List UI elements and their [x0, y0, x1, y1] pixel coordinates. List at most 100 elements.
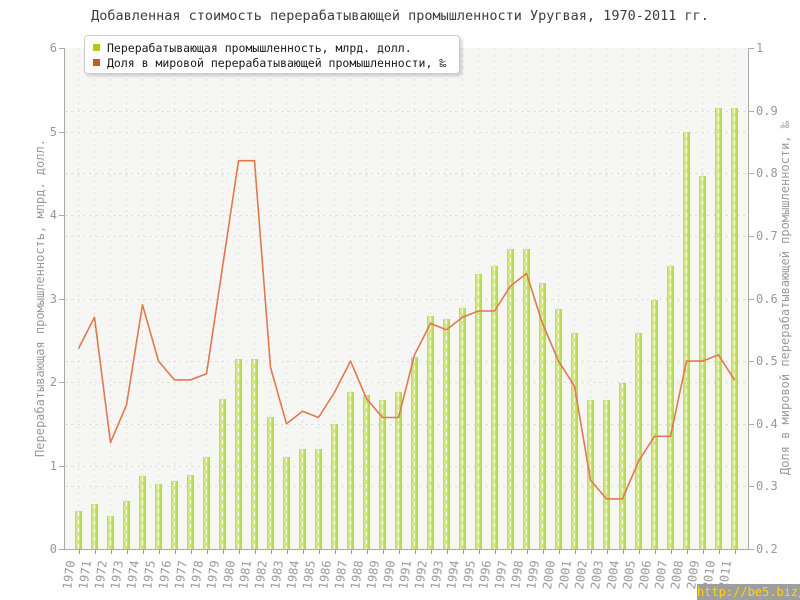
right-axis-tick: [749, 486, 754, 488]
x-tick-label: 1974: [123, 559, 142, 591]
right-axis-tick-label: 0.6: [756, 291, 778, 306]
legend-item-manufacturing: Перерабатывающая промышленность, млрд. д…: [93, 40, 451, 55]
right-axis-tick: [749, 549, 754, 550]
x-tick: [174, 550, 176, 554]
right-axis-tick: [749, 235, 754, 237]
bar-1995: [475, 274, 482, 549]
x-tick: [94, 550, 96, 554]
x-tick: [446, 550, 448, 554]
bar-1971: [91, 503, 98, 550]
bar-1994: [459, 307, 466, 550]
bar-1992: [427, 316, 434, 549]
x-tick-label: 1995: [459, 559, 478, 591]
x-tick-label: 2000: [539, 559, 558, 591]
bar-1988: [363, 395, 370, 549]
bar-1974: [139, 476, 146, 549]
left-axis-tick: [59, 298, 64, 300]
x-tick-label: 2004: [603, 559, 622, 591]
x-tick-label: 1976: [155, 559, 174, 591]
x-tick-label: 1991: [395, 559, 414, 591]
legend-label-manufacturing: Перерабатывающая промышленность, млрд. д…: [107, 40, 412, 55]
right-axis-tick: [749, 423, 754, 425]
x-tick-label: 1992: [411, 559, 430, 591]
bar-1985: [315, 448, 322, 550]
left-axis-tick-label: 3: [49, 291, 57, 306]
horizontal-gridline: [65, 298, 748, 300]
legend: Перерабатывающая промышленность, млрд. д…: [84, 35, 460, 74]
x-tick: [206, 550, 208, 554]
x-tick: [654, 550, 656, 554]
x-tick-label: 1972: [91, 559, 110, 591]
bar-1978: [203, 457, 210, 549]
x-tick: [302, 550, 304, 554]
right-axis-tick-label: 0.5: [756, 354, 778, 369]
bar-1983: [283, 457, 290, 549]
x-tick: [606, 550, 608, 554]
bar-2005: [635, 332, 642, 550]
x-tick: [414, 550, 416, 554]
x-tick: [574, 550, 576, 554]
x-tick-label: 2001: [555, 559, 574, 591]
bar-2010: [715, 108, 722, 549]
horizontal-gridline: [65, 173, 748, 175]
x-tick: [526, 550, 528, 554]
legend-marker-line-icon: [93, 59, 100, 66]
horizontal-gridline: [65, 235, 748, 237]
bar-1986: [331, 423, 338, 550]
x-tick: [366, 550, 368, 554]
left-axis-tick: [59, 215, 64, 216]
horizontal-gridline: [65, 110, 748, 112]
x-tick: [110, 550, 112, 554]
bar-1970: [75, 511, 82, 549]
right-axis-tick-label: 0.7: [756, 228, 778, 243]
x-tick-label: 1993: [427, 559, 446, 591]
x-tick: [254, 550, 256, 554]
left-axis-tick: [59, 465, 64, 467]
left-axis-tick-label: 6: [49, 41, 57, 55]
x-tick: [510, 550, 512, 554]
bar-1996: [491, 265, 498, 550]
x-tick-label: 1986: [315, 559, 334, 591]
x-tick-label: 2008: [667, 559, 686, 591]
x-tick-label: 1999: [523, 559, 542, 591]
x-tick-label: 1990: [379, 559, 398, 591]
x-tick-label: 1997: [491, 559, 510, 591]
x-tick-label: 1983: [267, 559, 286, 591]
bar-1989: [379, 400, 386, 549]
x-tick: [478, 550, 480, 554]
right-axis-tick: [749, 298, 754, 300]
left-axis-tick: [59, 382, 64, 383]
x-tick-label: 2005: [619, 559, 638, 591]
horizontal-gridline: [65, 382, 748, 383]
x-tick: [462, 550, 464, 554]
left-axis-tick-label: 1: [49, 458, 57, 473]
x-tick-label: 1971: [75, 559, 94, 591]
x-tick-label: 1988: [347, 559, 366, 591]
x-tick-label: 2003: [587, 559, 606, 591]
x-tick: [286, 550, 288, 554]
right-axis-tick: [749, 173, 754, 175]
left-axis-tick-label: 5: [49, 124, 57, 139]
plot-area: 1970 1971 1972 1973 1974 1975 1976 1977 1978 1979…: [50, 41, 778, 590]
right-axis-tick-label: 0.9: [756, 103, 778, 118]
x-tick: [430, 550, 432, 554]
x-tick: [222, 550, 224, 554]
x-tick: [238, 550, 240, 554]
x-tick-label: 2006: [635, 559, 654, 591]
bar-2007: [667, 265, 674, 550]
bar-1990: [395, 392, 402, 549]
bar-1991: [411, 356, 418, 550]
x-tick-label: 1981: [235, 559, 254, 591]
right-axis-line: [748, 48, 749, 550]
x-tick: [318, 550, 320, 554]
horizontal-gridline: [65, 215, 748, 216]
x-tick: [158, 550, 160, 554]
watermark-link[interactable]: http://be5.biz/: [697, 584, 800, 600]
right-axis-tick-label: 0.8: [756, 166, 778, 181]
left-axis-tick-label: 2: [49, 375, 57, 389]
x-tick-label: 1994: [443, 559, 462, 591]
legend-label-world-share: Доля в мировой перерабатывающей промышле…: [107, 55, 447, 70]
horizontal-gridline: [65, 465, 748, 467]
bar-1979: [219, 398, 226, 550]
